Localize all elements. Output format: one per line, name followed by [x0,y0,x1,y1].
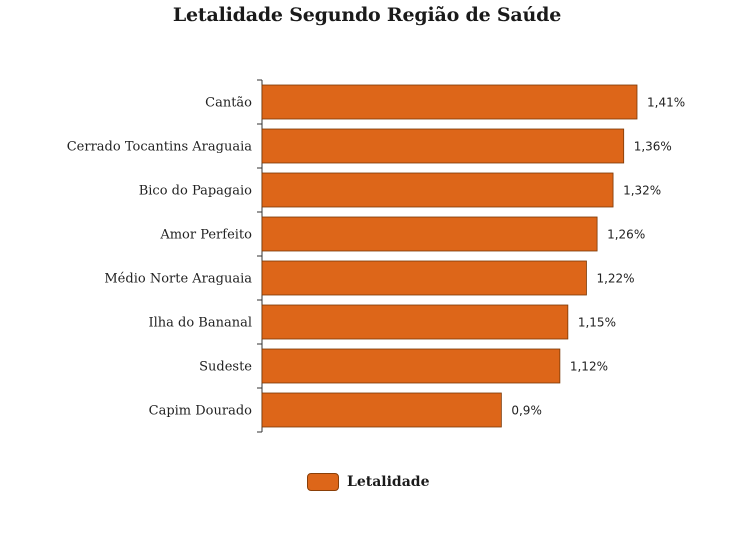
data-label: 1,41% [647,96,685,110]
category-labels: Cantão Cerrado Tocantins Araguaia Bico do … [67,96,253,419]
value-labels: 1,41% 1,36% 1,32% 1,26% 1,22% 1,15% 1,12% 0,9% [511,96,685,418]
y-axis [257,79,263,433]
data-label: 1,26% [607,228,645,242]
data-label: 0,9% [511,404,542,418]
category-label: Ilha do Bananal [148,316,252,331]
bar [261,348,561,384]
data-label: 1,22% [596,272,634,286]
chart-title: Letalidade Segundo Região de Saúde [172,4,562,26]
bar [261,260,587,296]
legend: Letalidade [307,473,429,491]
bar [261,128,625,164]
category-label: Capim Dourado [149,404,253,419]
data-label: 1,32% [623,184,661,198]
legend-label: Letalidade [347,474,430,490]
data-label: 1,36% [634,140,672,154]
legend-swatch [307,473,339,491]
bar [261,172,614,208]
bar [261,84,638,120]
data-label: 1,12% [570,360,608,374]
bar [261,216,598,252]
bar [261,304,569,340]
category-label: Sudeste [199,360,252,375]
bar [261,392,502,428]
category-label: Médio Norte Araguaia [104,272,252,287]
bars [261,84,638,428]
category-label: Amor Perfeito [159,228,252,243]
category-label: Cantão [205,96,252,111]
category-label: Bico do Papagaio [139,184,252,199]
data-label: 1,15% [578,316,616,330]
category-label: Cerrado Tocantins Araguaia [67,140,253,155]
